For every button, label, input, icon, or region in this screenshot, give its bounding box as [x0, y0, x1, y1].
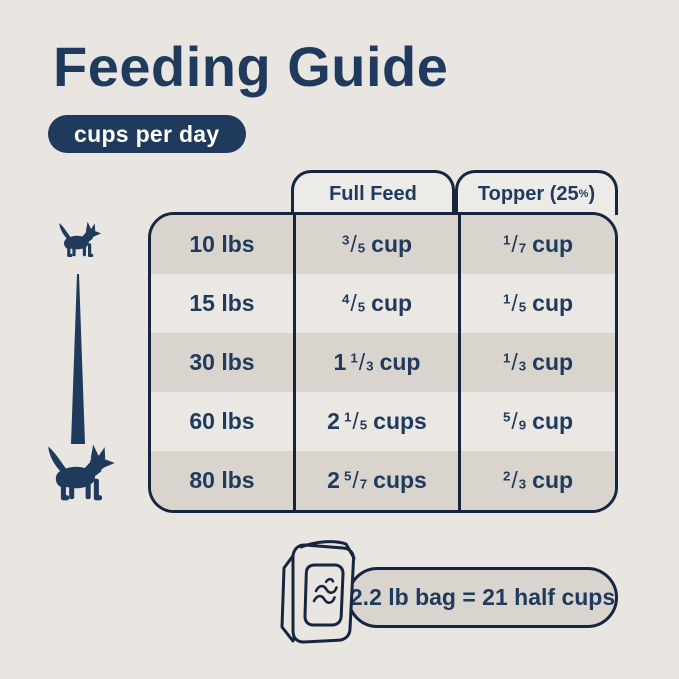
weight-cell: 80 lbs [189, 467, 255, 493]
bag-note-text: 2.2 lb bag = 21 half cups [349, 584, 616, 610]
table-row: 60 lbs 2 1/5 cups 5/9 cup [151, 392, 615, 451]
weight-cell: 60 lbs [189, 408, 255, 434]
size-scale-taper [71, 274, 85, 444]
topper-cell: 1/5 cup [458, 274, 615, 333]
feeding-table-body: 10 lbs 3/5 cup 1/7 cup 15 lbs 4/5 cup 1/5 cup 30 l… [148, 212, 618, 513]
table-row: 30 lbs 1 1/3 cup 1/3 cup [151, 333, 615, 392]
weight-cell: 30 lbs [189, 349, 255, 375]
topper-cell: 1/3 cup [458, 333, 615, 392]
badge-label: cups per day [74, 120, 220, 147]
table-row: 10 lbs 3/5 cup 1/7 cup [151, 215, 615, 274]
bag-note-pill: 2.2 lb bag = 21 half cups [347, 567, 618, 628]
full-feed-cell: 4/5 cup [293, 274, 458, 333]
column-header-full-feed: Full Feed [291, 170, 455, 215]
weight-cell: 15 lbs [189, 290, 255, 316]
topper-cell: 1/7 cup [458, 215, 615, 274]
weight-cell: 10 lbs [189, 231, 255, 257]
topper-cell: 5/9 cup [458, 392, 615, 451]
small-dog-icon [59, 221, 102, 257]
full-feed-cell: 2 5/7 cups [293, 451, 458, 510]
full-feed-cell: 2 1/5 cups [293, 392, 458, 451]
cups-per-day-badge: cups per day [48, 115, 246, 153]
dog-food-bag-icon [280, 540, 356, 644]
column-header-topper: Topper (25%) [455, 170, 618, 215]
page-title: Feeding Guide [53, 35, 449, 98]
full-feed-cell: 1 1/3 cup [293, 333, 458, 392]
full-feed-cell: 3/5 cup [293, 215, 458, 274]
table-row: 80 lbs 2 5/7 cups 2/3 cup [151, 451, 615, 510]
table-row: 15 lbs 4/5 cup 1/5 cup [151, 274, 615, 333]
topper-cell: 2/3 cup [458, 451, 615, 510]
large-dog-icon [48, 444, 115, 501]
